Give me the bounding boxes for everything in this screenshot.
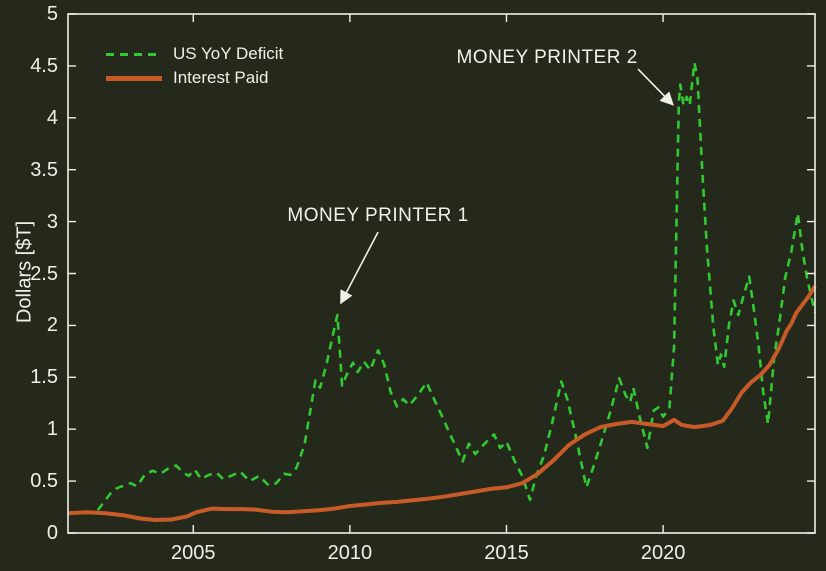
y-tick-label: 1: [46, 418, 58, 441]
legend-label-interest: Interest Paid: [173, 68, 269, 87]
annotation-arrow-1: [340, 231, 379, 305]
y-tick-label: 2: [46, 314, 58, 337]
series-line-interest: [67, 284, 817, 522]
legend: US YoY Deficit Interest Paid: [106, 42, 283, 90]
x-tick-label: 2020: [640, 542, 686, 564]
plot-frame: [67, 13, 816, 534]
annotation-text-1: MONEY PRINTER 1: [287, 205, 469, 227]
x-tick-label: 2005: [171, 542, 216, 564]
legend-item-deficit: US YoY Deficit: [106, 42, 283, 66]
annotation-text-2: MONEY PRINTER 2: [456, 46, 638, 68]
axis-ticks: [68, 13, 815, 534]
deficit-dashed-line-sample: [106, 52, 162, 56]
y-tick-label: 4: [46, 106, 58, 129]
series-line-deficit: [96, 61, 817, 511]
y-tick-label: 5: [46, 3, 58, 25]
y-tick-label: 4.5: [30, 54, 58, 77]
interest-solid-line-sample: [106, 75, 162, 81]
x-tick-label: 2015: [484, 542, 529, 564]
y-tick-label: 3: [46, 210, 58, 233]
y-tick-label: 1.5: [30, 366, 58, 389]
legend-item-interest: Interest Paid: [106, 66, 283, 90]
annotation-arrow-2: [637, 68, 674, 106]
x-tick-label: 2010: [327, 542, 373, 564]
y-tick-label: 0.5: [30, 470, 58, 493]
y-tick-label: 0: [46, 522, 58, 544]
y-tick-label: 2.5: [30, 262, 58, 285]
legend-label-deficit: US YoY Deficit: [173, 44, 284, 63]
y-tick-label: 3.5: [30, 158, 58, 181]
